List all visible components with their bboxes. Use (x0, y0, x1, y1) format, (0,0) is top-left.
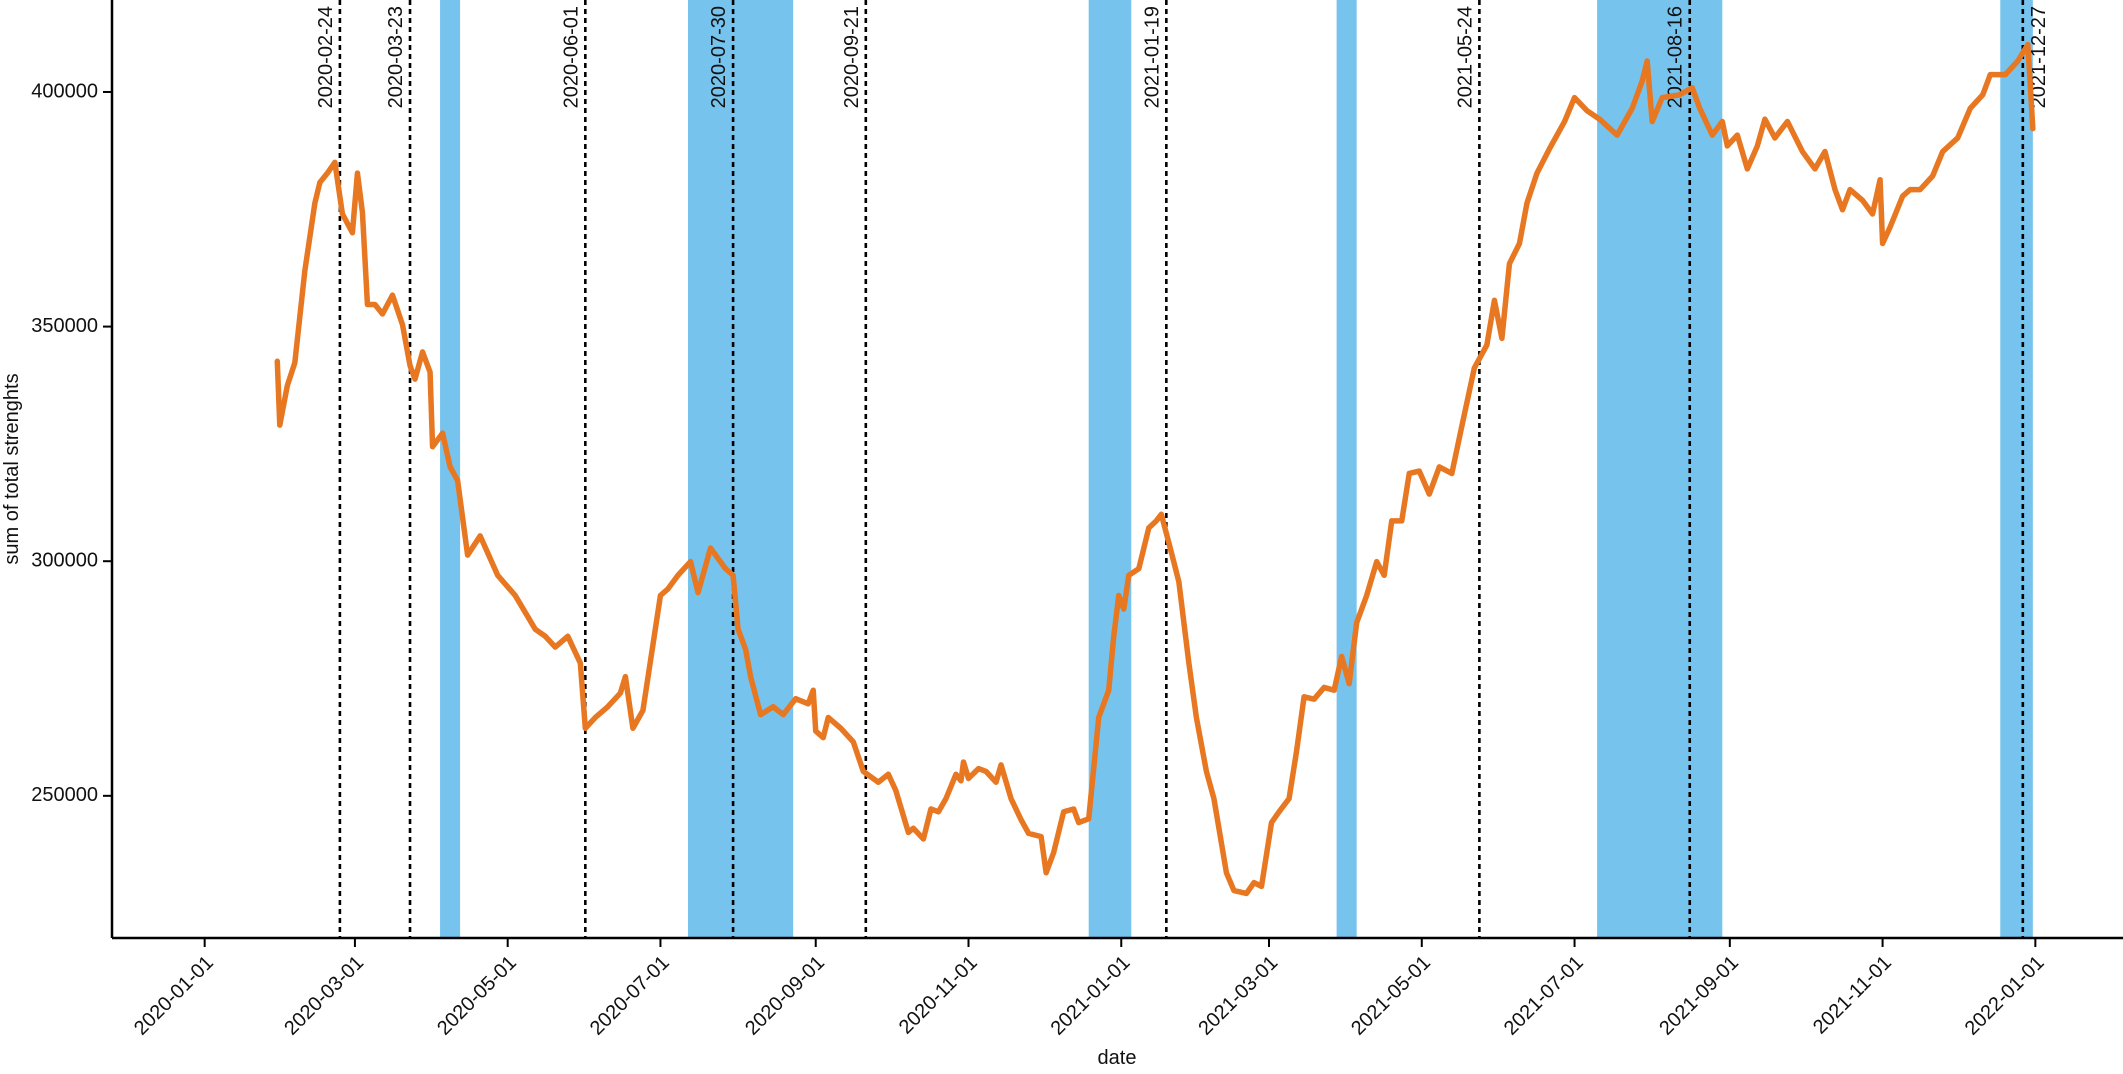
x-tick-label: 2020-03-01 (280, 952, 368, 1040)
x-axis-title: date (1098, 1047, 1137, 1069)
event-label: 2020-09-21 (841, 6, 863, 108)
x-tick-label: 2020-05-01 (433, 952, 521, 1040)
y-tick-label: 250000 (31, 784, 98, 806)
x-tick-label: 2021-07-01 (1500, 952, 1588, 1040)
event-label: 2020-03-23 (385, 6, 407, 108)
highlight-span (688, 0, 794, 938)
y-tick-label: 400000 (31, 80, 98, 102)
event-label: 2021-05-24 (1454, 6, 1476, 108)
x-tick-label: 2020-07-01 (586, 952, 674, 1040)
event-label: 2021-12-27 (2028, 6, 2050, 108)
event-label: 2021-08-16 (1665, 6, 1687, 108)
highlight-span (2000, 0, 2033, 938)
highlight-span (1088, 0, 1132, 938)
x-tick-label: 2020-11-01 (895, 952, 982, 1039)
x-tick-label: 2020-01-01 (130, 952, 218, 1040)
y-axis-title: sum of total strenghts (1, 373, 23, 564)
data-line (274, 41, 2036, 897)
y-tick-label: 350000 (31, 315, 98, 337)
x-tick-label: 2020-09-01 (741, 952, 829, 1040)
y-tick-label: 300000 (31, 549, 98, 571)
x-tick-label: 2021-11-01 (1809, 952, 1896, 1039)
x-tick-label: 2021-09-01 (1655, 952, 1743, 1040)
event-label: 2020-02-24 (315, 6, 337, 108)
event-label: 2020-06-01 (560, 6, 582, 108)
x-tick-label: 2022-01-01 (1961, 952, 2049, 1040)
x-tick-label: 2021-05-01 (1347, 952, 1435, 1040)
x-tick-label: 2021-01-01 (1047, 952, 1135, 1040)
highlight-span (1336, 0, 1357, 938)
highlight-span (1597, 0, 1723, 938)
event-label: 2020-07-30 (708, 6, 730, 108)
event-label: 2021-01-19 (1141, 6, 1163, 108)
x-tick-label: 2021-03-01 (1194, 952, 1282, 1040)
